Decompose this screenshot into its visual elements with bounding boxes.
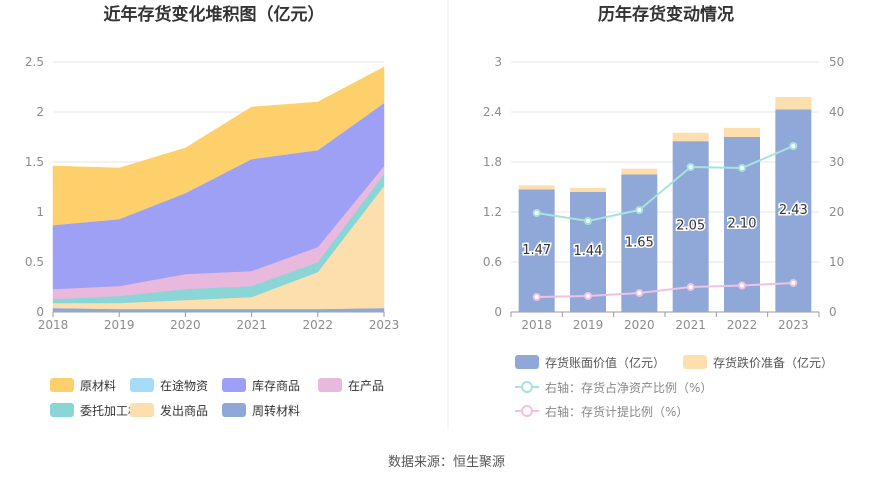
bar-impairment	[672, 132, 709, 142]
left-axis-tick-label: 2.4	[483, 105, 502, 119]
line-point	[686, 163, 695, 171]
left-y-tick-label: 1.5	[25, 155, 44, 169]
right-legend-label: 右轴：存货计提比例（%）	[545, 404, 688, 419]
left-chart-title: 近年存货变化堆积图（亿元）	[104, 4, 325, 25]
bar-value-label: 1.47	[522, 243, 551, 258]
line-point	[532, 293, 541, 301]
line-point	[686, 283, 695, 291]
left-y-tick-label: 0	[36, 305, 44, 319]
line-point	[635, 206, 644, 214]
stacked-area-chart: 近年存货变化堆积图（亿元） 0 0.5 1 1.5 2 2.5 2018 2019 2020 202…	[25, 4, 399, 418]
right-x-tick-label: 2018	[521, 318, 552, 332]
left-x-tick-label: 2020	[170, 318, 201, 332]
left-legend-label: 在途物资	[160, 378, 208, 393]
source-note: 数据来源：恒生聚源	[387, 455, 505, 470]
line-point	[584, 217, 592, 225]
bar-value-label: 2.10	[728, 217, 757, 232]
line-point	[584, 292, 592, 300]
left-axis-tick-label: 0	[494, 305, 502, 319]
right-axis-tick-label: 0	[829, 305, 837, 319]
left-legend-label: 原材料	[80, 379, 116, 393]
left-legend-swatch	[318, 378, 342, 392]
right-x-tick-label: 2019	[573, 318, 604, 332]
right-x-tick-label: 2023	[778, 318, 809, 332]
bar-value-label: 2.05	[676, 219, 705, 234]
left-y-tick-label: 2	[36, 105, 44, 119]
left-y-tick-label: 1	[36, 205, 44, 219]
right-legend-label: 存货跌价准备（亿元）	[713, 355, 833, 370]
right-axis-tick-label: 40	[829, 105, 844, 119]
bar-impairment	[570, 187, 606, 192]
left-y-tick-label: 2.5	[25, 55, 44, 69]
left-axis-tick-label: 1.2	[483, 205, 502, 219]
right-legend-label: 右轴：存货占净资产比例（%）	[545, 380, 712, 395]
area-原材料	[52, 66, 385, 226]
line-point	[532, 209, 541, 217]
line-右轴：存货占净资产比例（%）	[536, 145, 794, 223]
left-legend-label: 周转材料	[252, 403, 300, 418]
left-x-tick-label: 2019	[104, 318, 135, 332]
line-point	[789, 142, 798, 150]
bar-impairment	[775, 97, 812, 110]
line-右轴：存货计提比例（%）	[536, 282, 794, 298]
left-legend-swatch	[130, 403, 154, 417]
right-axis-tick-label: 30	[829, 155, 844, 169]
left-legend-label: 发出商品	[160, 403, 208, 418]
left-legend-swatch	[50, 378, 74, 392]
line-point	[789, 279, 798, 287]
bar-value-label: 2.43	[779, 203, 808, 218]
left-x-tick-label: 2022	[303, 318, 334, 332]
left-axis-tick-label: 3	[494, 55, 502, 69]
left-x-tick-label: 2023	[369, 318, 400, 332]
left-legend-swatch	[130, 378, 154, 392]
line-point	[738, 281, 746, 290]
bar-value-label: 1.65	[625, 235, 654, 250]
left-x-tick-label: 2021	[236, 318, 267, 332]
left-legend-label: 库存商品	[252, 378, 300, 393]
left-y-tick-label: 0.5	[25, 255, 44, 269]
right-legend-marker	[521, 381, 533, 393]
right-legend-marker	[521, 405, 533, 417]
right-axis-tick-label: 10	[829, 255, 844, 269]
bar-impairment	[518, 185, 555, 190]
left-legend-swatch	[222, 378, 246, 392]
right-x-tick-label: 2020	[624, 318, 655, 332]
right-legend-swatch	[683, 355, 707, 369]
left-legend-swatch	[50, 403, 74, 417]
left-axis-tick-label: 1.8	[483, 155, 502, 169]
bar-impairment	[621, 168, 658, 175]
left-x-tick-label: 2018	[38, 318, 69, 332]
bar-value-label: 1.44	[574, 244, 603, 259]
bar-impairment	[724, 127, 760, 137]
right-legend-label: 存货账面价值（亿元）	[545, 355, 665, 370]
line-point	[738, 164, 746, 172]
right-x-tick-label: 2021	[675, 318, 706, 332]
right-x-tick-label: 2022	[727, 318, 758, 332]
left-legend-swatch	[222, 403, 246, 417]
line-point	[635, 289, 644, 297]
right-chart-title: 历年存货变动情况	[598, 4, 734, 25]
right-axis-tick-label: 50	[829, 55, 844, 69]
right-axis-tick-label: 20	[829, 205, 844, 219]
left-axis-tick-label: 0.6	[483, 255, 502, 269]
right-legend-swatch	[515, 355, 539, 369]
left-legend-label: 在产品	[348, 379, 384, 393]
